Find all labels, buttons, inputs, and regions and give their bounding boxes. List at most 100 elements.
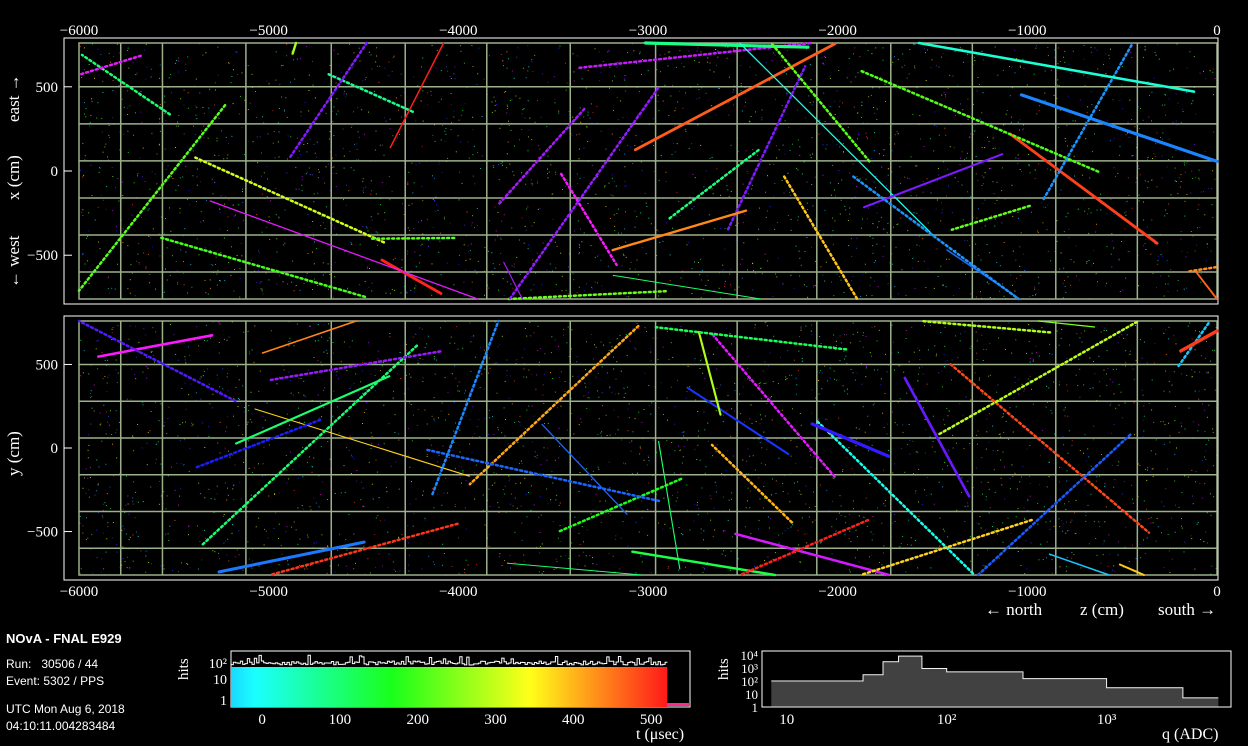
side-z-tick-label: −3000: [629, 584, 667, 600]
top-track: [739, 42, 935, 237]
side-z-tick-label: −1000: [1008, 584, 1046, 600]
top-track: [1008, 132, 1159, 245]
top-track: [633, 42, 837, 152]
top-track: [726, 65, 807, 231]
top-track: [612, 274, 762, 300]
side-track: [235, 375, 391, 445]
charge-hist-y-tick: 10⁴: [740, 648, 758, 663]
time-hist-ylabel: hits: [176, 658, 192, 680]
side-z-tick-label: −5000: [249, 584, 287, 600]
charge-hist-y-tick: 10²: [741, 674, 758, 689]
top-track: [209, 200, 479, 300]
top-z-tick-label: −4000: [439, 23, 477, 39]
side-track: [738, 518, 870, 577]
top-track: [862, 153, 1004, 209]
side-track: [976, 433, 1132, 577]
side-track: [734, 532, 890, 576]
side-track: [658, 440, 681, 570]
top-view-west-label: ← west: [4, 235, 23, 288]
z-axis-south-label: south →: [1158, 600, 1217, 619]
time-hist-y-tick: 10²: [209, 657, 227, 672]
top-track: [559, 172, 618, 267]
side-track: [194, 418, 322, 469]
z-axis-north-label: ← north: [985, 600, 1043, 619]
side-track: [710, 443, 794, 524]
top-track: [291, 41, 298, 55]
side-z-tick-label: −4000: [439, 584, 477, 600]
side-z-tick-label: −6000: [60, 584, 98, 600]
top-track: [80, 53, 172, 116]
top-z-tick-label: −3000: [629, 23, 667, 39]
side-track: [541, 423, 628, 515]
top-track: [1188, 265, 1219, 273]
side-track: [269, 350, 442, 382]
top-track: [611, 209, 748, 252]
top-track: [1019, 93, 1219, 163]
top-track: [859, 69, 1100, 173]
top-y-tick-label: −500: [27, 248, 58, 264]
charge-hist-fill: [771, 656, 1219, 707]
side-track: [859, 518, 1033, 577]
event-date: UTC Mon Aug 6, 2018: [6, 702, 125, 716]
side-track: [810, 422, 891, 458]
top-track: [667, 148, 760, 221]
side-track: [431, 319, 500, 496]
side-track: [936, 320, 1139, 437]
top-track: [917, 41, 1196, 93]
top-z-tick-label: −5000: [249, 23, 287, 39]
event-time: 04:10:11.004283484: [6, 719, 116, 733]
top-track: [950, 204, 1031, 231]
charge-hist-xlabel: q (ADC): [1162, 726, 1219, 743]
top-track: [1195, 271, 1218, 300]
time-hist-x-tick: 400: [562, 712, 585, 728]
top-track: [503, 261, 523, 300]
side-track: [97, 334, 214, 358]
side-view-y-label: y (cm): [4, 431, 23, 476]
time-hist-y-tick: 10: [213, 673, 227, 688]
top-track: [946, 249, 1021, 300]
event-info: Event: 5302 / PPS: [6, 674, 104, 689]
top-view-east-label: east →: [4, 74, 23, 122]
side-track: [686, 386, 790, 456]
time-hist-x-tick: 100: [329, 712, 352, 728]
top-track: [506, 289, 667, 301]
charge-hist-series: [771, 655, 1219, 699]
side-track: [201, 342, 421, 546]
z-axis-label: z (cm): [1080, 600, 1124, 619]
side-track: [949, 363, 1151, 534]
event-label: Event:: [6, 674, 41, 688]
time-colour-bar: [231, 667, 668, 707]
top-z-tick-label: 0: [1213, 23, 1221, 39]
side-track: [816, 420, 976, 577]
top-track: [380, 258, 443, 295]
top-tracks: [77, 41, 1219, 301]
top-track: [77, 54, 142, 77]
top-track: [289, 41, 368, 158]
charge-hist-x-tick: 10³: [1097, 712, 1117, 728]
top-track: [389, 42, 445, 149]
side-track: [711, 333, 837, 479]
run-value: 30506 / 44: [41, 657, 99, 671]
time-hist-series: [231, 654, 668, 666]
top-noise-hits: [79, 43, 1218, 300]
side-track: [920, 319, 1052, 334]
side-track: [697, 330, 722, 416]
side-track: [424, 448, 661, 503]
time-hist-x-tick: 500: [640, 712, 663, 728]
side-view-yz[interactable]: 500 0 −500 −6000 −5000 −4000 −3000 −2000 −1000 0: [27, 315, 1221, 600]
top-view-xz[interactable]: 500 0 −500 −6000 −5000 −4000 −3000 −2000 −1000 0: [27, 23, 1221, 305]
side-track: [217, 540, 366, 574]
side-tracks: [77, 319, 1219, 577]
top-track: [370, 236, 456, 240]
side-track: [468, 324, 640, 486]
side-track: [631, 550, 777, 577]
top-track: [160, 236, 368, 299]
top-y-tick-label: 500: [36, 80, 59, 96]
charge-hist-y-tick: 10: [745, 687, 758, 702]
top-track: [643, 41, 810, 49]
side-y-tick-label: −500: [27, 525, 58, 541]
charge-hist-ylabel: hits: [716, 658, 732, 680]
